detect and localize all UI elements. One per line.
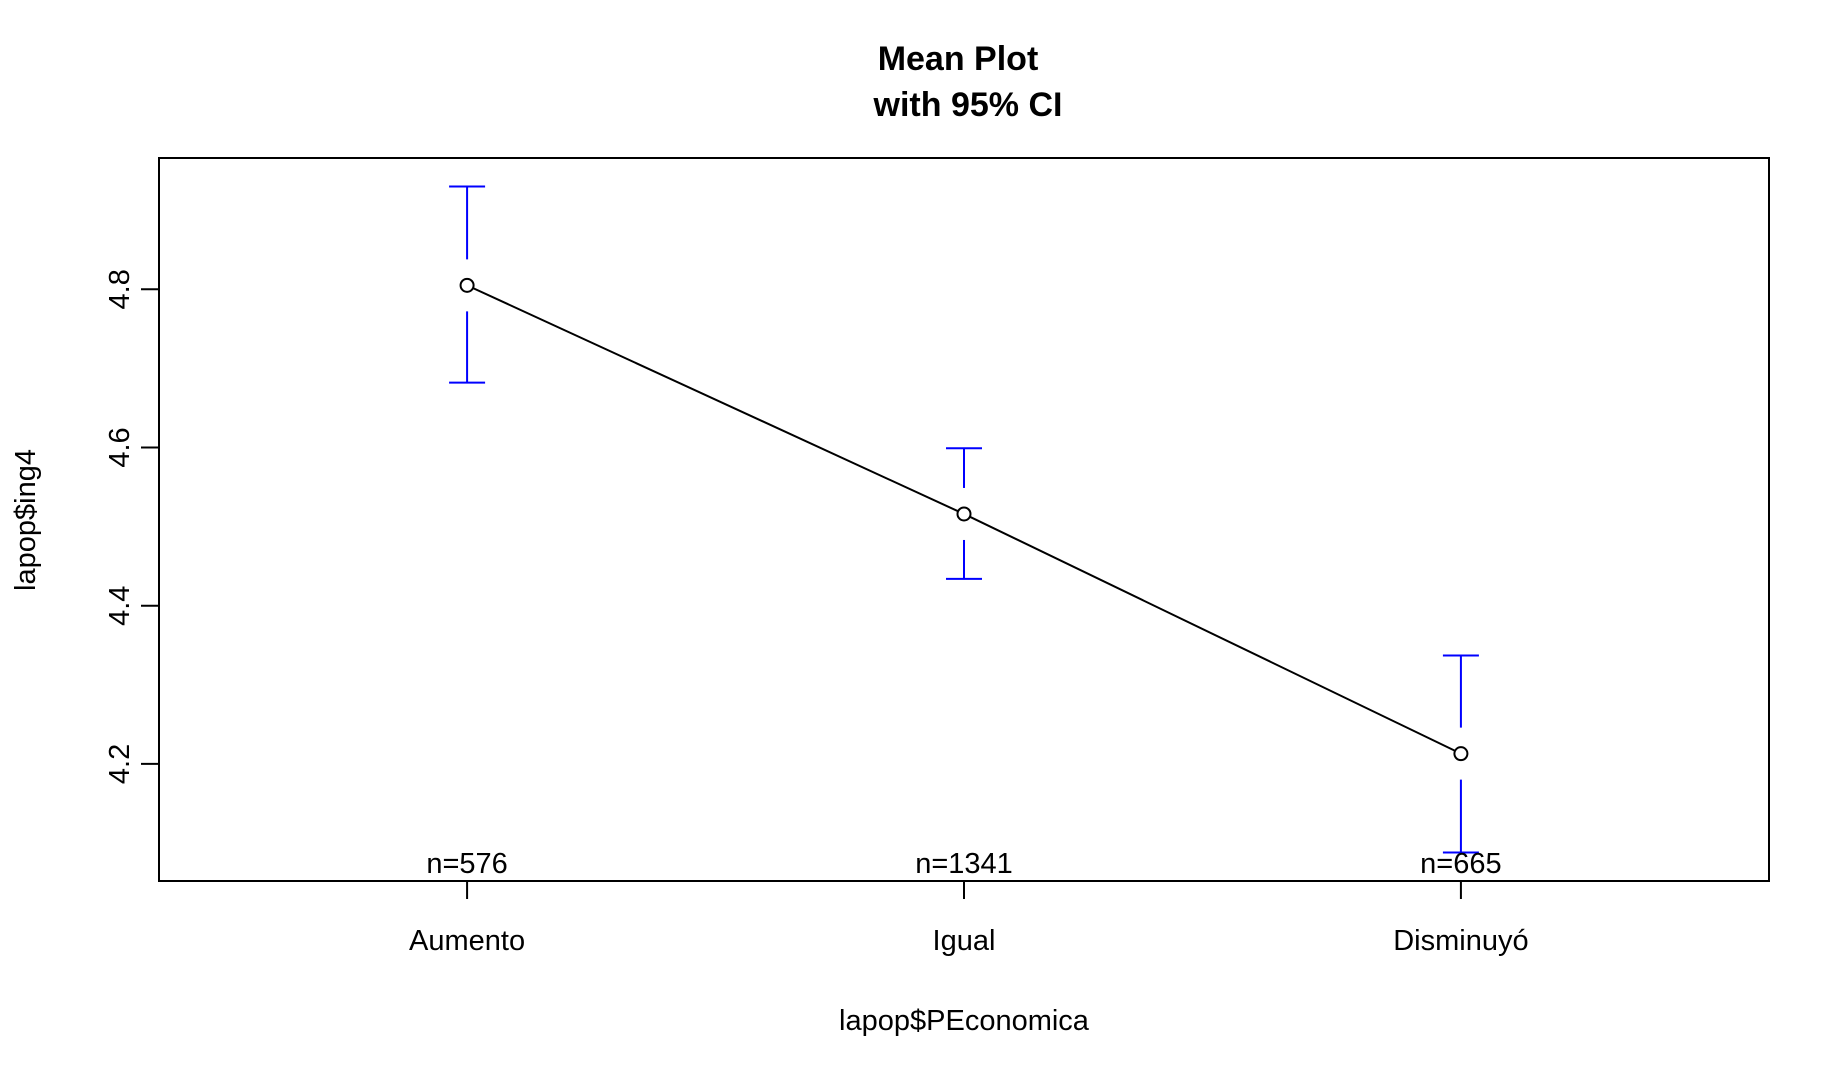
x-axis-label: lapop$PEconomica: [839, 1005, 1090, 1037]
x-tick-label: Igual: [933, 925, 996, 957]
chart-subtitle: with 95% CI: [873, 86, 1063, 124]
y-tick-label: 4.8: [104, 269, 136, 309]
y-tick-label: 4.4: [104, 586, 136, 626]
x-axis: Aumento Igual Disminuyó: [409, 880, 1529, 957]
error-bars: [449, 185, 1479, 854]
chart-title: Mean Plot: [878, 40, 1039, 78]
n-label: n=1341: [915, 848, 1013, 880]
n-label: n=665: [1420, 848, 1501, 880]
y-axis: 4.2 4.4 4.6 4.8: [104, 269, 160, 784]
n-label: n=576: [426, 848, 507, 880]
mean-point: [459, 277, 475, 293]
x-tick-label: Disminuyó: [1393, 925, 1528, 957]
y-axis-label: lapop$ing4: [10, 449, 42, 591]
x-tick-label: Aumento: [409, 925, 525, 957]
y-tick-label: 4.2: [104, 744, 136, 784]
y-tick-label: 4.6: [104, 427, 136, 467]
mean-point: [1453, 746, 1469, 762]
mean-point: [956, 506, 972, 522]
n-labels: n=576 n=1341 n=665: [426, 848, 1501, 880]
mean-points: [459, 277, 1469, 762]
